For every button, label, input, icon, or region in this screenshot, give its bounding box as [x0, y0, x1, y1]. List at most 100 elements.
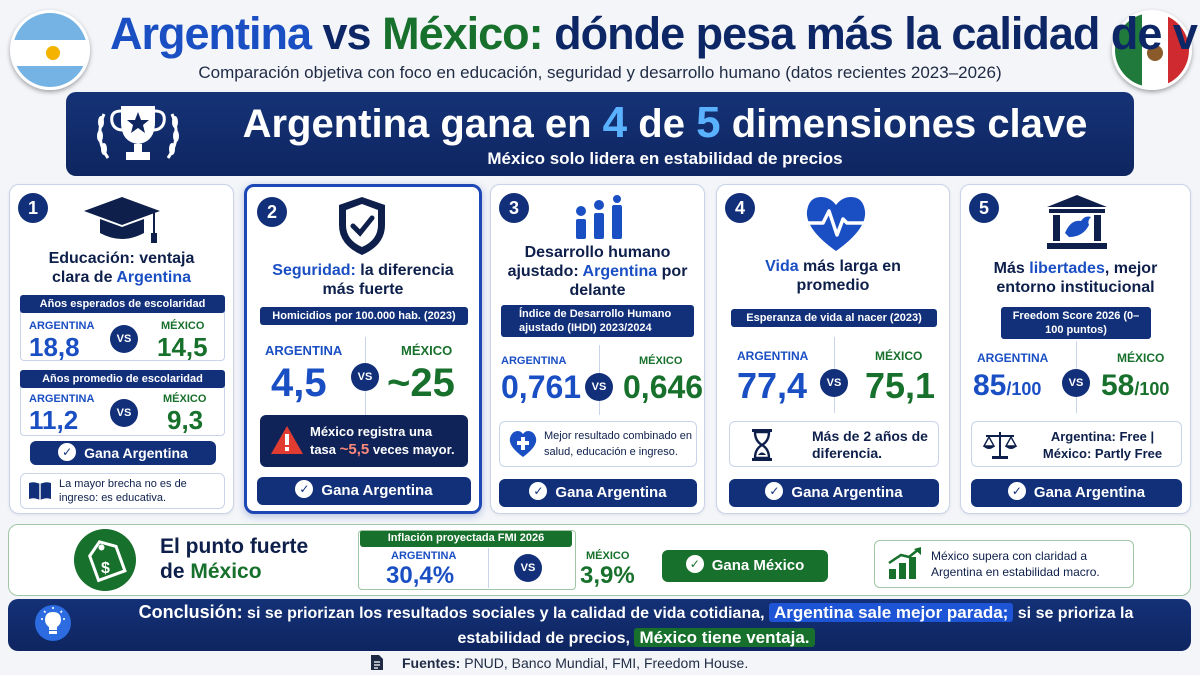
card-title: Vida más larga en promedio — [717, 257, 949, 295]
argentina-label: ARGENTINA — [265, 343, 343, 358]
check-icon: ✓ — [685, 555, 704, 573]
conclusion-highlight-argentina: Argentina sale mejor parada; — [769, 603, 1014, 622]
note-text: Más de 2 años de diferencia. — [812, 428, 928, 461]
banner-text-3: dimensiones clave — [731, 102, 1088, 146]
title-argentina: Argentina — [110, 8, 312, 59]
note-text: Mejor resultado combinado en salud, educ… — [544, 430, 692, 458]
vs-badge: VS — [110, 399, 138, 427]
card-title: Desarrollo humano ajustado: Argentina po… — [491, 243, 704, 300]
check-icon: ✓ — [58, 443, 77, 461]
winner-badge: ✓ Gana Argentina — [257, 477, 471, 505]
growth-chart-icon — [888, 547, 921, 579]
trophy-icon — [88, 98, 188, 170]
card-freedom: 5 Más libertades, mejor entorno instituc… — [960, 184, 1191, 514]
strength-title: El punto fuerte de México — [160, 534, 308, 584]
vs-badge: VS — [585, 373, 613, 401]
argentina-value: 85/100 — [973, 369, 1041, 403]
banner-number-total: 5 — [696, 98, 721, 147]
note-text: La mayor brecha no es de ingreso: es edu… — [59, 478, 187, 504]
card-title-text: la diferencia más fuerte — [322, 262, 454, 298]
title-rest: dónde pesa más la calidad de vida — [554, 8, 1200, 59]
svg-text:$: $ — [101, 560, 110, 577]
mexico-value: ~25 — [387, 361, 455, 405]
winner-label: Gana México — [711, 557, 805, 574]
alert-text-2: veces mayor. — [369, 442, 455, 457]
card-title-highlight: Argentina — [582, 263, 658, 280]
mexico-label: MÉXICO — [875, 349, 923, 363]
stat-label: Años promedio de escolaridad — [20, 370, 225, 388]
banner-number-wins: 4 — [602, 98, 628, 147]
heartbeat-icon — [806, 197, 866, 251]
argentina-value: 77,4 — [737, 365, 808, 406]
institution-dove-icon — [1047, 195, 1107, 249]
argentina-value: 4,5 — [271, 361, 327, 405]
card-title-text-2: , mejor entorno institucional — [996, 260, 1158, 296]
hourglass-icon — [752, 429, 772, 461]
card-title-highlight: Vida — [765, 258, 799, 275]
divider — [488, 548, 489, 588]
sources-footer: Fuentes: PNUD, Banco Mundial, FMI, Freed… — [370, 654, 748, 671]
winner-badge: ✓ Gana Argentina — [971, 479, 1182, 507]
alert-ratio: ~5,5 — [339, 441, 370, 458]
conclusion-part1: si se priorizan los resultados sociales … — [242, 605, 770, 622]
mexico-label: MÉXICO — [163, 393, 207, 405]
card-title: Más libertades, mejor entorno institucio… — [961, 259, 1190, 297]
conclusion-text: Conclusión: si se priorizan los resultad… — [96, 600, 1176, 651]
stat-label: Esperanza de vida al nacer (2023) — [731, 309, 937, 327]
card-title: Educación: ventaja clara de Argentina — [10, 249, 233, 287]
card-life-expectancy: 4 Vida más larga en promedio Esperanza d… — [716, 184, 950, 514]
winner-label: Gana Argentina — [791, 484, 903, 501]
card-note: Mejor resultado combinado en salud, educ… — [499, 421, 697, 467]
card-note: Argentina: Free | México: Partly Free — [971, 421, 1182, 467]
winner-badge: ✓ Gana Argentina — [729, 479, 939, 507]
card-number: 3 — [499, 193, 529, 223]
vs-badge: VS — [514, 554, 542, 582]
strength-title-line2: de — [160, 560, 191, 583]
vs-badge: VS — [351, 363, 379, 391]
page-subtitle: Comparación objetiva con foco en educaci… — [198, 63, 1002, 82]
shield-check-icon — [339, 197, 385, 255]
conclusion-part2: si se prioriza la estabilidad de precios… — [457, 605, 1134, 647]
mexico-value: 14,5 — [157, 332, 208, 362]
card-title-text: Desarrollo humano ajustado: — [507, 244, 671, 280]
strength-title-mexico: México — [190, 560, 262, 583]
page-title: Argentina vs México: dónde pesa más la c… — [110, 6, 1200, 62]
lightbulb-icon — [35, 605, 71, 641]
people-growth-icon — [576, 195, 622, 239]
winner-badge: ✓ Gana Argentina — [30, 441, 216, 465]
document-icon — [371, 655, 383, 670]
argentina-value: 18,8 — [29, 332, 80, 362]
banner-headline: Argentina gana en 4 de 5 dimensiones cla… — [190, 98, 1140, 148]
card-security: 2 Seguridad: la diferencia más fuerte Ho… — [244, 184, 482, 514]
argentina-label: ARGENTINA — [29, 320, 95, 332]
argentina-value: 0,761 — [501, 369, 582, 405]
card-number: 1 — [18, 193, 48, 223]
conclusion-lead: Conclusión: — [138, 602, 243, 622]
note-text: Argentina: Free | México: Partly Free — [1042, 429, 1163, 461]
price-tag-icon: $ — [74, 529, 136, 591]
check-icon: ✓ — [295, 480, 314, 498]
summary-banner — [66, 92, 1134, 176]
alert-box: México registra una tasa ~5,5 veces mayo… — [260, 415, 468, 467]
argentina-label: ARGENTINA — [29, 393, 95, 405]
winner-badge-mexico: ✓ Gana México — [662, 550, 828, 582]
mexico-value: 75,1 — [865, 365, 936, 406]
card-title-highlight: Seguridad: — [272, 262, 356, 279]
winner-badge: ✓ Gana Argentina — [499, 479, 697, 507]
card-title-text-2: por delante — [569, 263, 688, 299]
stat-expected-schooling: Años esperados de escolaridad ARGENTINA … — [20, 295, 225, 362]
argentina-label: ARGENTINA — [501, 355, 567, 367]
card-title-highlight: libertades — [1029, 260, 1105, 277]
conclusion-highlight-mexico: México tiene ventaja. — [634, 628, 815, 647]
argentina-inflation-value: 30,4% — [386, 562, 455, 589]
check-icon: ✓ — [765, 482, 784, 500]
argentina-label: ARGENTINA — [977, 351, 1049, 365]
check-icon: ✓ — [529, 482, 548, 500]
vs-badge: VS — [1062, 369, 1090, 397]
winner-label: Gana Argentina — [555, 484, 667, 501]
mexico-value: 9,3 — [167, 405, 204, 435]
health-heart-icon — [509, 431, 537, 457]
stat-label: Años esperados de escolaridad — [20, 295, 225, 313]
mexico-note: México supera con claridad a Argentina e… — [874, 540, 1134, 588]
mexico-score-suffix: /100 — [1134, 379, 1170, 399]
